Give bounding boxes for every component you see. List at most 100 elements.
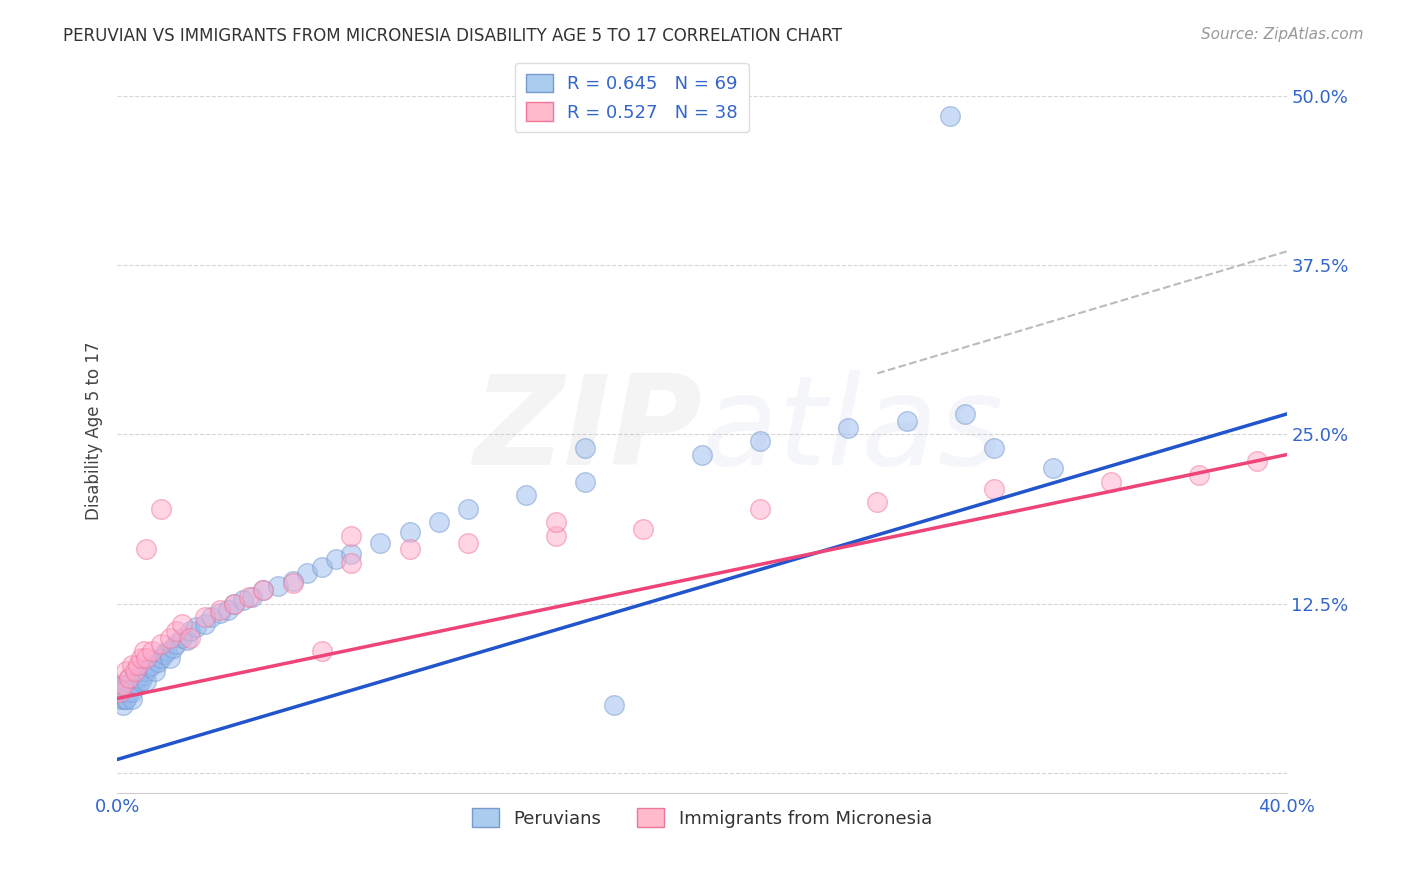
Point xyxy=(340,547,363,561)
Point xyxy=(141,644,163,658)
Point xyxy=(749,434,772,449)
Point xyxy=(939,109,962,123)
Point xyxy=(252,583,274,598)
Point xyxy=(150,501,173,516)
Text: Source: ZipAtlas.com: Source: ZipAtlas.com xyxy=(1201,27,1364,42)
Point xyxy=(115,678,138,692)
Point xyxy=(141,657,163,672)
Point xyxy=(515,488,537,502)
Point xyxy=(127,678,149,692)
Point xyxy=(194,617,217,632)
Point xyxy=(837,420,859,434)
Point xyxy=(118,684,141,698)
Point xyxy=(690,448,713,462)
Point xyxy=(143,665,166,679)
Point xyxy=(108,684,131,698)
Point xyxy=(124,671,146,685)
Point xyxy=(124,665,146,679)
Point xyxy=(115,665,138,679)
Point xyxy=(108,684,131,698)
Point xyxy=(1188,467,1211,482)
Point xyxy=(194,610,217,624)
Point xyxy=(325,552,347,566)
Point xyxy=(200,610,222,624)
Point xyxy=(121,678,143,692)
Point xyxy=(574,441,596,455)
Point xyxy=(127,671,149,685)
Point xyxy=(224,597,246,611)
Point xyxy=(224,597,246,611)
Text: ZIP: ZIP xyxy=(474,370,702,491)
Point xyxy=(983,441,1005,455)
Point xyxy=(146,655,169,669)
Point xyxy=(132,668,155,682)
Point xyxy=(311,644,333,658)
Point xyxy=(217,603,239,617)
Point xyxy=(121,684,143,698)
Point xyxy=(457,501,479,516)
Point xyxy=(165,637,187,651)
Point xyxy=(368,535,391,549)
Point xyxy=(340,556,363,570)
Point xyxy=(170,631,193,645)
Point xyxy=(118,671,141,685)
Point xyxy=(633,522,655,536)
Point xyxy=(138,660,160,674)
Point xyxy=(112,678,135,692)
Point xyxy=(118,671,141,685)
Point xyxy=(124,678,146,692)
Point xyxy=(297,566,319,580)
Point xyxy=(179,624,201,638)
Point xyxy=(165,624,187,638)
Point xyxy=(162,641,184,656)
Point xyxy=(574,475,596,489)
Point xyxy=(340,529,363,543)
Point xyxy=(749,501,772,516)
Point xyxy=(156,644,179,658)
Point xyxy=(118,678,141,692)
Point xyxy=(127,657,149,672)
Point xyxy=(135,673,157,688)
Point xyxy=(176,633,198,648)
Point xyxy=(159,651,181,665)
Y-axis label: Disability Age 5 to 17: Disability Age 5 to 17 xyxy=(86,342,103,520)
Point xyxy=(129,665,152,679)
Point xyxy=(135,542,157,557)
Point xyxy=(1246,454,1268,468)
Point xyxy=(115,691,138,706)
Point xyxy=(115,691,138,706)
Point xyxy=(115,684,138,698)
Point xyxy=(112,678,135,692)
Text: atlas: atlas xyxy=(702,370,1004,491)
Point xyxy=(132,644,155,658)
Legend: Peruvians, Immigrants from Micronesia: Peruvians, Immigrants from Micronesia xyxy=(464,801,939,835)
Point xyxy=(112,691,135,706)
Point xyxy=(121,657,143,672)
Point xyxy=(208,603,231,617)
Point xyxy=(150,651,173,665)
Point xyxy=(603,698,626,713)
Point xyxy=(108,691,131,706)
Point xyxy=(1042,461,1064,475)
Text: PERUVIAN VS IMMIGRANTS FROM MICRONESIA DISABILITY AGE 5 TO 17 CORRELATION CHART: PERUVIAN VS IMMIGRANTS FROM MICRONESIA D… xyxy=(63,27,842,45)
Point xyxy=(252,583,274,598)
Point xyxy=(179,631,201,645)
Point xyxy=(121,691,143,706)
Point xyxy=(129,651,152,665)
Point xyxy=(232,592,254,607)
Point xyxy=(208,606,231,620)
Point xyxy=(150,637,173,651)
Point xyxy=(267,579,290,593)
Point xyxy=(427,516,450,530)
Point xyxy=(544,529,567,543)
Point xyxy=(311,560,333,574)
Point xyxy=(135,651,157,665)
Point xyxy=(112,684,135,698)
Point xyxy=(240,590,263,604)
Point xyxy=(1099,475,1122,489)
Point xyxy=(108,678,131,692)
Point xyxy=(281,574,304,588)
Point xyxy=(112,698,135,713)
Point xyxy=(866,495,889,509)
Point xyxy=(953,407,976,421)
